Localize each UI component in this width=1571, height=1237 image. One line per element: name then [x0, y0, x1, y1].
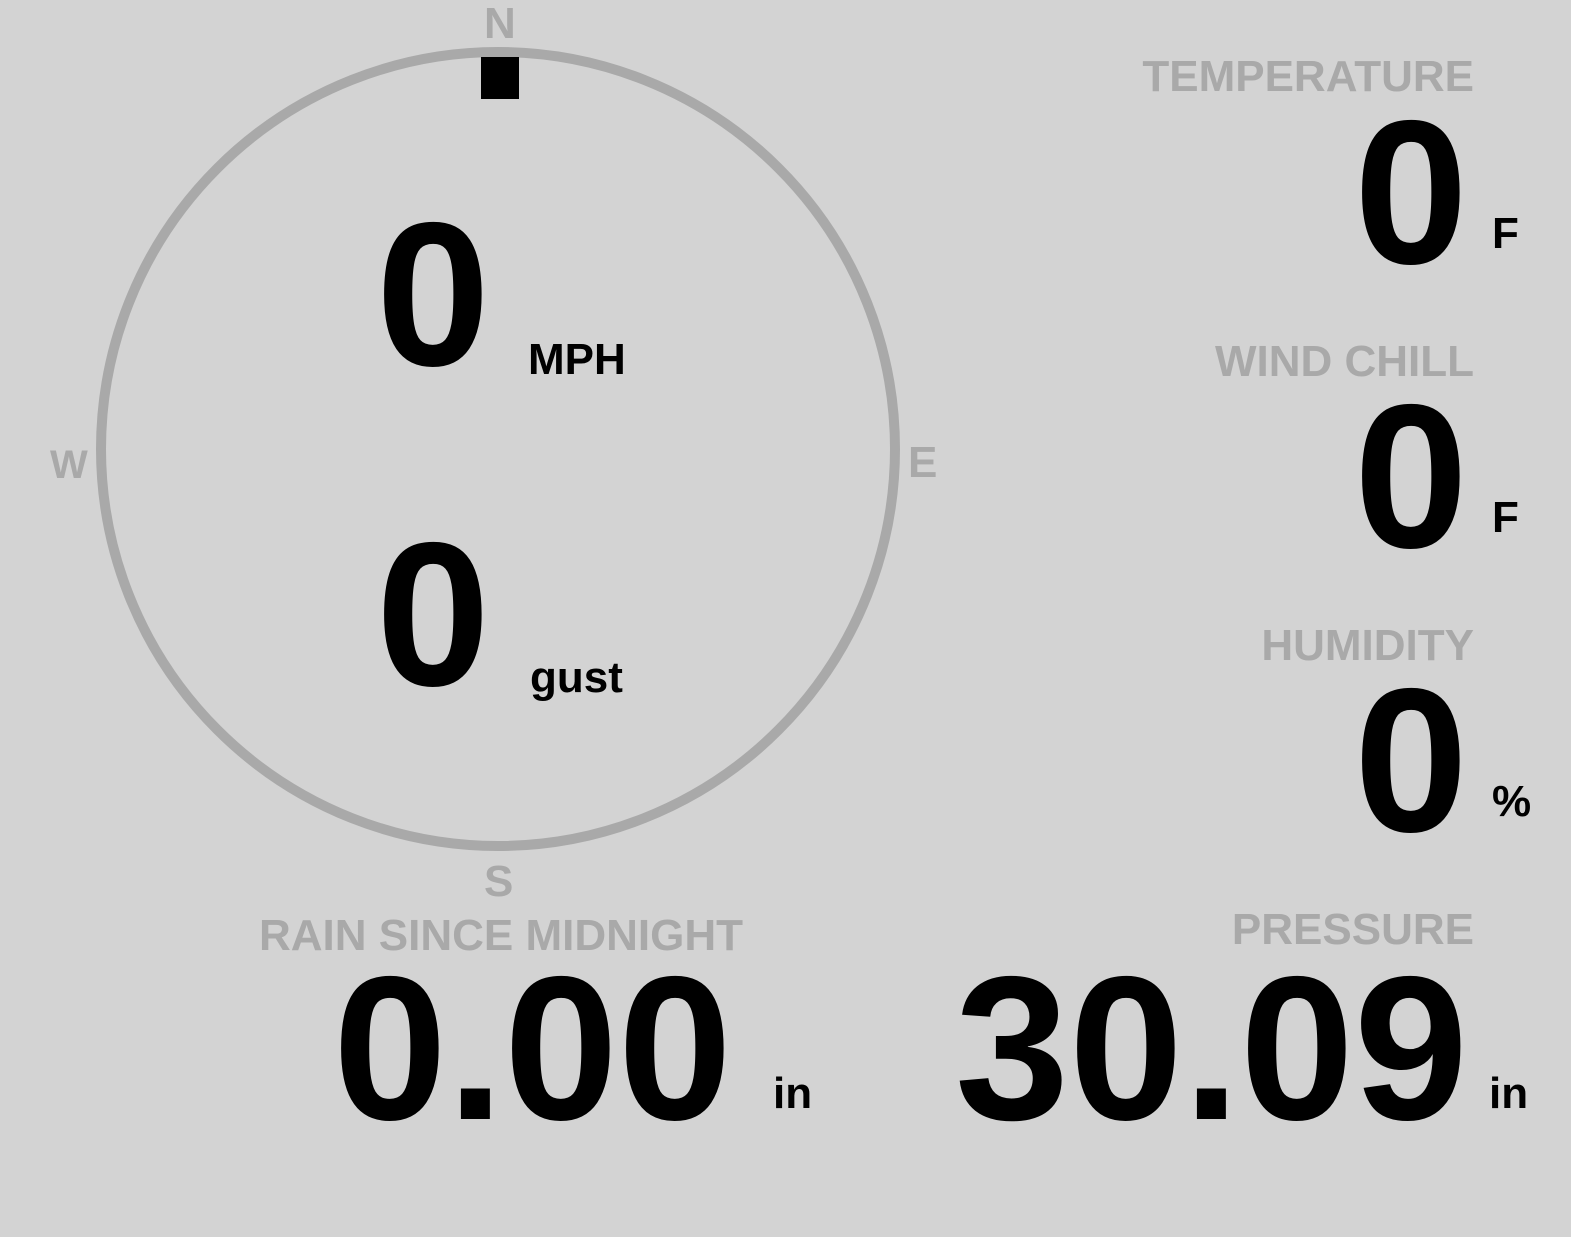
compass-e: E: [908, 438, 938, 487]
temperature-unit: F: [1492, 209, 1519, 258]
wind-speed-value: 0: [376, 180, 491, 409]
wind-compass: [96, 47, 900, 851]
compass-w: W: [50, 443, 88, 487]
compass-n: N: [484, 0, 516, 48]
temperature-value: 0: [1353, 78, 1468, 307]
humidity-unit: %: [1492, 777, 1532, 826]
pressure-label: PRESSURE: [1231, 905, 1474, 954]
rain-unit: in: [773, 1069, 813, 1118]
wind-chill-label: WIND CHILL: [1214, 337, 1474, 386]
rain-label: RAIN SINCE MIDNIGHT: [259, 911, 743, 960]
wind-gust-value: 0: [376, 500, 491, 729]
wind-chill-card: WIND CHILL: [1215, 340, 1474, 384]
wind-chill-unit: F: [1492, 493, 1519, 542]
wind-gust-unit: gust: [530, 653, 623, 702]
compass-s: S: [484, 857, 514, 906]
wind-chill-value: 0: [1353, 362, 1468, 591]
temperature-card: TEMPERATURE: [1142, 55, 1474, 99]
wind-direction-indicator: [481, 57, 519, 99]
humidity-label: HUMIDITY: [1261, 621, 1474, 670]
pressure-value: 30.09: [954, 934, 1468, 1163]
humidity-card: HUMIDITY: [1261, 624, 1474, 668]
pressure-card: PRESSURE: [1232, 908, 1474, 952]
wind-speed-unit: MPH: [528, 335, 626, 384]
rain-value: 0.00: [333, 934, 732, 1163]
humidity-value: 0: [1353, 646, 1468, 875]
temperature-label: TEMPERATURE: [1142, 52, 1474, 101]
compass-ring: [96, 47, 900, 851]
pressure-unit: in: [1489, 1069, 1529, 1118]
